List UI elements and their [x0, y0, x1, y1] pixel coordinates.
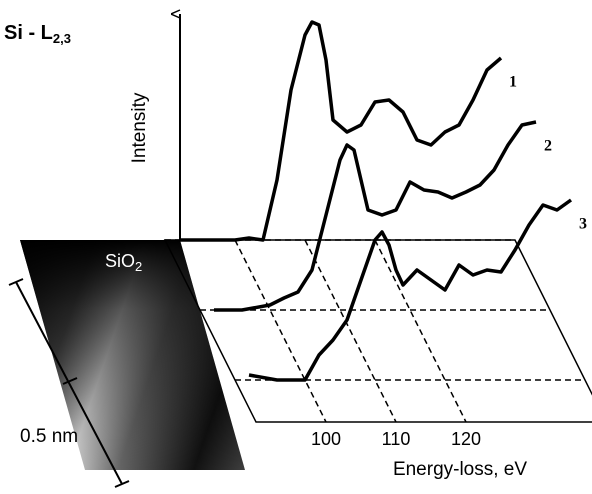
image-label-main: SiO — [105, 251, 135, 271]
title-sub: 2,3 — [53, 31, 71, 46]
scale-bar-cap — [114, 480, 130, 488]
spectrum-line — [214, 120, 537, 312]
spectrum-line — [179, 20, 503, 242]
tem-image-shade — [20, 240, 245, 470]
floor — [163, 239, 592, 423]
x-tick-label: 120 — [451, 429, 481, 449]
scale-bar-label: 0.5 nm — [20, 426, 78, 447]
grid-line — [234, 239, 327, 423]
x-axis-label: Energy-loss, eV — [393, 459, 527, 480]
series-label: 3 — [579, 216, 587, 233]
plot: 100 110 120 1 2 3 — [163, 20, 592, 449]
x-tick-label: 110 — [382, 429, 411, 449]
series-label: 2 — [544, 138, 552, 155]
image-label-sub: 2 — [135, 259, 142, 274]
image-label: SiO2 — [105, 251, 142, 275]
title-main: Si - L — [4, 22, 53, 44]
scale-bar — [15, 281, 123, 485]
chart-title: Si - L2,3 — [4, 22, 71, 46]
scale-bar-tick — [62, 377, 78, 385]
spectrum-line — [248, 198, 573, 382]
series-label: 1 — [509, 74, 517, 91]
y-axis-label: Intensity — [129, 92, 150, 163]
scale-bar-cap — [8, 278, 24, 286]
x-tick-label: 100 — [311, 429, 341, 449]
grid-line — [374, 239, 467, 423]
grid-line — [304, 239, 397, 423]
